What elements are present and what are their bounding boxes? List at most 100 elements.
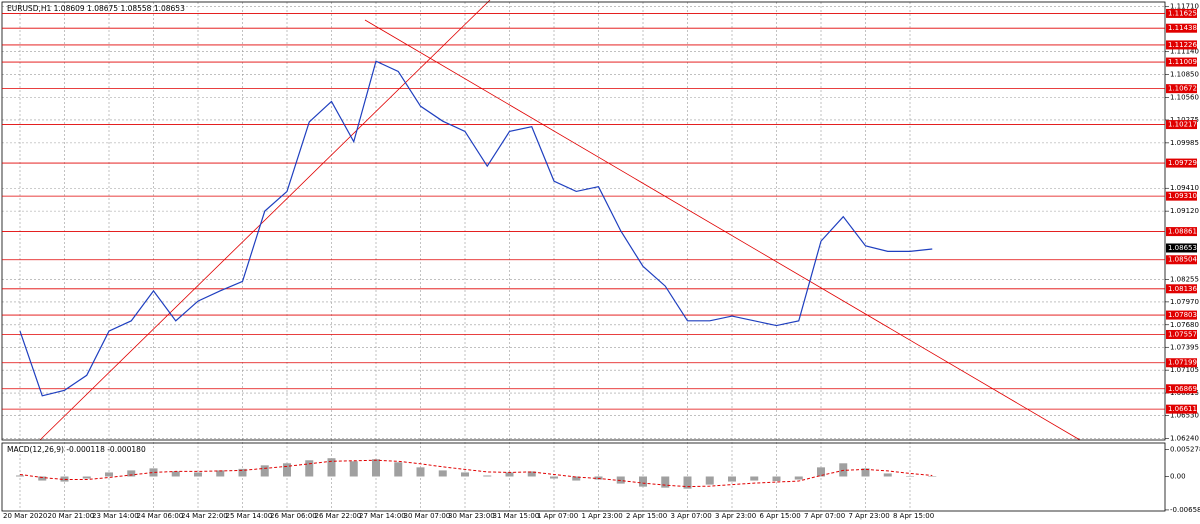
y-tick-label: 1.11140 [1170,48,1199,56]
macd-bar [149,468,158,477]
macd-bar [906,476,914,477]
y-tick-label: 1.07395 [1170,343,1199,351]
macd-bar [372,459,380,477]
macd-bar [861,468,870,477]
level-label-box [1166,310,1197,320]
macd-bar [772,476,781,482]
macd-bar [438,470,447,477]
macd-bar [928,476,937,477]
level-label: 1.10217 [1168,121,1197,129]
x-tick-label: 31 Mar 15:00 [493,512,540,520]
macd-bar [661,476,670,488]
macd-bar [839,463,848,477]
macd-title: MACD(12,26,9) -0.000118 -0.000180 [7,445,146,454]
x-tick-label: 1 Apr 23:00 [582,512,623,520]
macd-bar [105,472,113,477]
trend-line [364,19,1081,441]
level-label-box [1166,158,1197,168]
level-label-box [1166,23,1197,33]
level-label-box [1166,40,1197,50]
macd-bar [594,476,603,480]
macd-bar [349,461,358,477]
macd-bar [683,476,692,489]
level-label-box [1166,84,1197,94]
level-label: 1.07557 [1168,330,1197,338]
macd-bar [38,476,47,481]
macd-bar [238,468,247,477]
macd-bar [16,475,24,477]
macd-bar [616,476,625,484]
y-tick-label: 1.11710 [1170,3,1199,11]
x-tick-label: 3 Apr 07:00 [671,512,712,520]
x-tick-label: 27 Mar 14:00 [359,512,406,520]
level-label: 1.08504 [1168,256,1197,264]
x-tick-label: 20 Mar 2020 [3,512,47,520]
macd-bar [483,475,492,477]
level-label-box [1166,358,1197,368]
x-tick-label: 24 Mar 22:00 [181,512,228,520]
x-tick-label: 23 Mar 14:00 [92,512,139,520]
level-label: 1.08136 [1168,285,1197,293]
macd-bar [794,476,803,480]
level-label: 1.09729 [1168,159,1197,167]
level-label-box [1166,191,1197,201]
macd-bar [260,465,269,477]
macd-bar [327,458,336,477]
level-label-box [1166,284,1197,294]
x-tick-label: 26 Mar 06:00 [270,512,317,520]
level-label-box [1166,329,1197,339]
y-tick-label: -0.006589 [1170,506,1200,514]
level-label: 1.11625 [1168,9,1197,17]
macd-bar [705,476,714,485]
macd-bar [216,470,225,477]
level-label-box [1166,384,1197,394]
y-tick-label: 1.07680 [1170,321,1199,329]
level-label: 1.06611 [1168,405,1197,413]
x-tick-label: 25 Mar 14:00 [226,512,273,520]
level-label-box [1166,255,1197,265]
y-tick-label: 1.10275 [1170,116,1199,124]
level-label: 1.11226 [1168,41,1197,49]
macd-bar [527,471,536,477]
y-tick-label: 1.06240 [1170,434,1199,442]
macd-bar [505,472,514,477]
level-label: 1.11009 [1168,58,1197,66]
x-tick-label: 7 Apr 23:00 [849,512,890,520]
y-tick-label: 0.00 [1170,472,1186,480]
level-label: 1.06869 [1168,385,1197,393]
y-tick-label: 1.08255 [1170,275,1199,283]
macd-bar [82,476,91,479]
main-panel-frame [1,1,1166,441]
macd-bar [572,476,581,481]
y-tick-label: 1.07105 [1170,366,1199,374]
x-tick-label: 30 Mar 23:00 [448,512,495,520]
level-label-box [1166,8,1197,18]
current-price-label: 1.08653 [1168,244,1197,252]
macd-bar [60,476,69,482]
x-tick-label: 2 Apr 15:00 [626,512,667,520]
x-tick-label: 3 Apr 23:00 [715,512,756,520]
x-tick-label: 30 Mar 07:00 [404,512,451,520]
macd-bar [394,462,403,477]
x-tick-label: 26 Mar 22:00 [315,512,362,520]
y-tick-label: 1.06530 [1170,412,1199,420]
y-tick-label: 1.10850 [1170,71,1199,79]
macd-bar [461,472,469,477]
x-tick-label: 7 Apr 07:00 [804,512,845,520]
x-tick-label: 8 Apr 15:00 [893,512,934,520]
macd-panel-frame [1,442,1166,512]
x-tick-label: 6 Apr 15:00 [760,512,801,520]
y-tick-label: 1.09120 [1170,207,1199,215]
macd-bar [639,476,647,487]
x-tick-label: 24 Mar 06:00 [137,512,184,520]
y-tick-label: 1.09985 [1170,139,1199,147]
level-label: 1.09310 [1168,192,1197,200]
macd-bar [416,467,425,477]
level-label: 1.11438 [1168,24,1197,32]
level-label: 1.08861 [1168,228,1197,236]
macd-bar [194,472,202,477]
level-label-box [1166,120,1197,130]
level-label: 1.10672 [1168,85,1197,93]
macd-bar [883,473,892,477]
